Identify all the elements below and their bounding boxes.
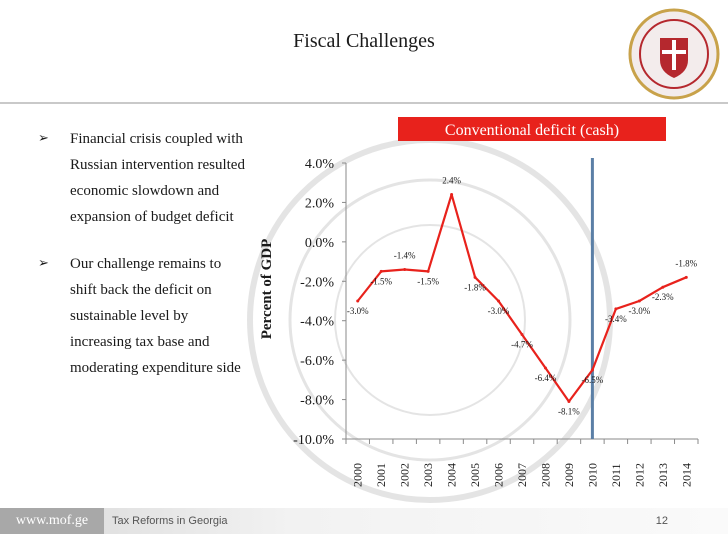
x-tick-label: 2003 [421,463,435,487]
data-point [637,299,641,303]
slide-title: Fiscal Challenges [293,30,435,52]
data-label: -6.5% [582,375,604,385]
data-point [661,285,665,289]
title-divider [0,102,728,104]
data-label: -1.8% [675,258,697,268]
bullet-list: ➢ Financial crisis coupled with Russian … [38,126,248,402]
x-tick-label: 2009 [562,463,576,487]
x-tick-label: 2000 [351,463,365,487]
x-tick-label: 2008 [538,463,552,487]
bullet-text: Financial crisis coupled with Russian in… [70,131,245,225]
y-tick-label: -4.0% [300,315,334,330]
data-point [684,275,688,279]
bullet-item: ➢ Financial crisis coupled with Russian … [38,126,248,230]
bullet-arrow-icon: ➢ [38,131,49,146]
data-label: -8.1% [558,407,580,417]
y-axis-title: Percent of GDP [259,239,275,340]
footer-text: Tax Reforms in Georgia [112,515,228,527]
data-point [497,299,501,303]
bullet-arrow-icon: ➢ [38,256,49,271]
data-point [356,299,360,303]
data-point [426,269,430,273]
footer-brand[interactable]: www.mof.ge [0,508,104,534]
data-label: -3.0% [488,306,510,316]
data-point [520,333,524,337]
data-label: -1.8% [464,282,486,292]
x-tick-label: 2014 [679,463,693,487]
page-number: 12 [655,515,668,527]
x-tick-label: 2001 [374,463,388,487]
chart-title: Conventional deficit (cash) [445,122,619,139]
data-label: -2.3% [652,292,674,302]
data-point [473,275,477,279]
data-label: -1.5% [370,276,392,286]
y-tick-label: -6.0% [300,354,334,369]
y-tick-label: 2.0% [305,196,335,211]
data-point [450,193,454,197]
x-tick-label: 2007 [515,463,529,487]
bullet-item: ➢ Our challenge remains to shift back th… [38,251,248,381]
y-tick-label: -2.0% [300,275,334,290]
footer-bar [0,508,728,534]
x-tick-label: 2010 [585,463,599,487]
bullet-text: Our challenge remains to shift back the … [70,256,241,376]
data-label: -1.5% [417,276,439,286]
chart-title-box [398,117,666,141]
data-label: -6.4% [535,373,557,383]
x-tick-label: 2002 [398,463,412,487]
y-tick-label: -10.0% [293,433,334,448]
data-point [403,267,407,271]
data-label: -1.4% [394,250,416,260]
data-label: -3.0% [347,306,369,316]
data-label: -3.4% [605,314,627,324]
y-tick-label: 4.0% [305,157,335,172]
y-tick-label: 0.0% [305,236,335,251]
x-tick-label: 2004 [445,463,459,487]
x-tick-label: 2013 [656,463,670,487]
x-tick-label: 2006 [492,463,506,487]
deficit-series-line [356,193,687,403]
y-tick-label: -8.0% [300,394,334,409]
data-label: -4.7% [511,340,533,350]
x-tick-label: 2005 [468,463,482,487]
data-point [614,307,618,311]
ministry-emblem [628,8,720,100]
data-label: -3.0% [628,306,650,316]
data-point [567,400,571,404]
data-label: 2.4% [442,176,461,186]
data-point [543,366,547,370]
data-point [379,269,383,273]
x-tick-label: 2011 [609,463,623,487]
data-point [590,368,594,372]
x-tick-label: 2012 [632,463,646,487]
